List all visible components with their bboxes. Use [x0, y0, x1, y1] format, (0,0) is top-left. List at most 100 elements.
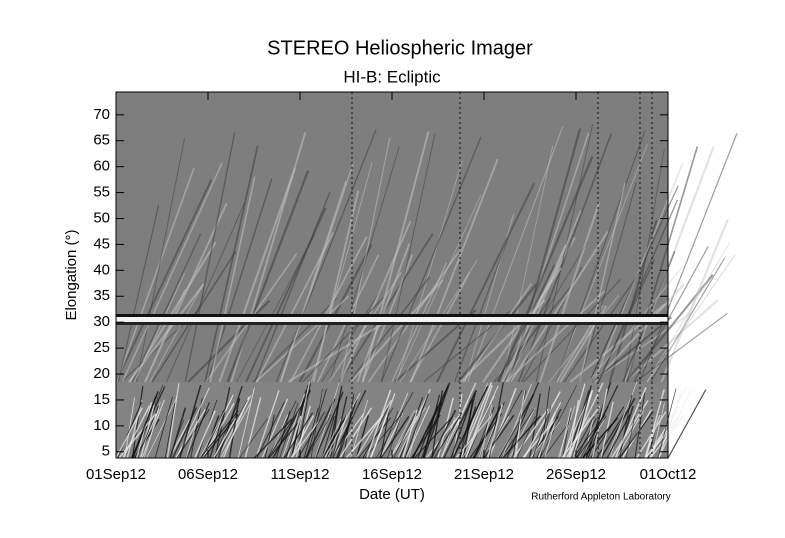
streak [539, 202, 601, 383]
x-tick-label: 11Sep12 [271, 466, 330, 483]
streak [633, 246, 709, 383]
streak [291, 397, 305, 459]
streak [236, 235, 315, 383]
y-tick-label: 70 [93, 106, 110, 123]
streak [131, 391, 159, 459]
streak [253, 418, 293, 459]
streak [164, 402, 176, 459]
streak [469, 413, 503, 459]
streak [568, 399, 580, 459]
streak [217, 385, 243, 459]
streak [209, 176, 256, 383]
streak [410, 158, 499, 383]
streak [202, 414, 239, 459]
x-tick-label: 26Sep12 [546, 466, 606, 483]
x-tick-label: 01Oct12 [640, 466, 697, 483]
streak [501, 145, 554, 383]
streak [267, 405, 302, 459]
streak [176, 387, 210, 459]
streak [559, 407, 572, 459]
streak [324, 392, 361, 459]
streak [255, 231, 335, 383]
streak [658, 392, 682, 459]
streak [321, 415, 335, 459]
streak [591, 312, 692, 383]
streak [290, 421, 320, 459]
streak [264, 414, 275, 459]
streak [411, 402, 443, 459]
streak [453, 238, 509, 383]
streak [275, 129, 377, 383]
y-tick-label: 5 [102, 443, 110, 460]
streak [645, 409, 680, 459]
streak [298, 244, 373, 383]
streak [329, 146, 400, 383]
streak [256, 401, 285, 459]
streak [214, 399, 248, 459]
streak [135, 137, 186, 383]
streak [436, 182, 535, 383]
streak [390, 410, 415, 459]
streak [312, 190, 360, 383]
y-tick-label: 30 [93, 313, 110, 330]
streak [297, 411, 326, 459]
streak [139, 404, 155, 459]
streak [336, 398, 358, 459]
streak [626, 146, 699, 383]
streak [166, 383, 180, 459]
x-tick-label: 06Sep12 [178, 466, 238, 483]
streak [226, 170, 310, 383]
streak [253, 191, 331, 383]
streak [535, 123, 594, 383]
streak [554, 130, 646, 383]
streak [402, 409, 418, 459]
streak [459, 299, 546, 383]
streak [121, 162, 223, 383]
streak [355, 415, 370, 459]
streak [393, 412, 416, 459]
streak [408, 405, 423, 459]
streak [582, 418, 618, 459]
streak [576, 416, 607, 459]
streak [645, 416, 681, 459]
streak [220, 402, 252, 459]
streak [462, 395, 495, 459]
streak [115, 179, 213, 383]
x-axis-label: Date (UT) [359, 486, 425, 503]
streak [349, 279, 444, 383]
x-tick-label: 01Sep12 [86, 466, 146, 483]
streak [539, 384, 578, 459]
streak [314, 382, 340, 459]
streak [548, 295, 620, 383]
streak [422, 415, 434, 459]
streak [255, 390, 280, 459]
streak [305, 398, 336, 459]
streak [509, 231, 609, 383]
streak [512, 408, 549, 459]
streak [458, 392, 477, 459]
streak [596, 411, 627, 459]
streak [450, 400, 472, 459]
streak [131, 233, 202, 383]
streak [387, 410, 404, 459]
streak [321, 289, 383, 383]
streak [339, 407, 373, 459]
streak [311, 161, 373, 383]
streak [117, 204, 160, 383]
streak [409, 272, 471, 383]
streak [255, 295, 350, 383]
streak [199, 396, 233, 459]
streak [380, 136, 482, 383]
x-tick-label: 16Sep12 [362, 466, 422, 483]
streak [135, 402, 153, 459]
streak [118, 413, 157, 459]
streak [503, 241, 589, 383]
streak [431, 390, 443, 459]
streak [576, 418, 597, 459]
streak [350, 399, 369, 459]
band-dark [116, 322, 668, 325]
streak [414, 417, 453, 459]
streak [218, 167, 296, 383]
y-tick-label: 10 [93, 417, 110, 434]
streak [355, 399, 392, 459]
